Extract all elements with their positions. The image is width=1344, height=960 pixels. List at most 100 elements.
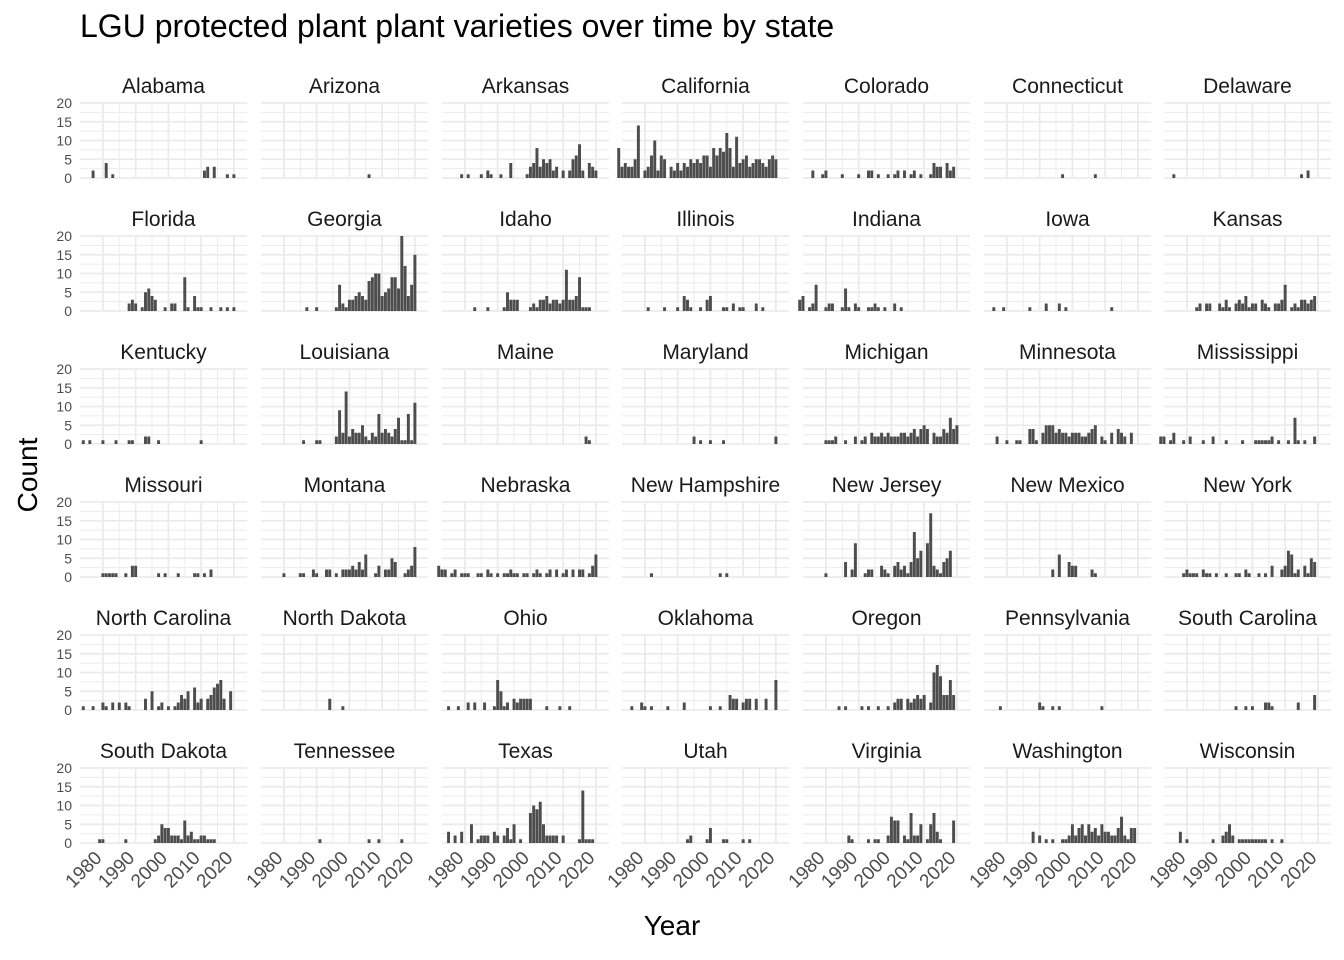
bar [705,155,709,178]
bar [1097,835,1101,843]
bar [502,307,506,311]
bar [344,569,348,577]
bar [857,174,861,178]
y-tick-label: 5 [64,151,72,167]
y-tick-label: 5 [64,284,72,300]
bar [555,569,559,577]
bar [338,284,342,311]
bar [1061,839,1065,843]
y-tick-label: 0 [64,436,72,452]
bar [581,170,585,178]
bar [909,174,913,178]
bar [689,835,693,843]
bar [1064,307,1068,311]
bar [643,170,647,178]
facet-panel: Missouri 0 5 10 15 20 [56,474,247,585]
bar [1283,565,1287,577]
bar [1234,303,1238,311]
bar [906,573,910,577]
bar [298,573,302,577]
bar [548,303,552,311]
bar [406,569,410,577]
bar [403,266,407,311]
bar [370,432,374,444]
facet-panel: Maryland [622,341,789,445]
bar [1234,706,1238,710]
bar [390,277,394,311]
bar [919,698,923,710]
bar [453,569,457,577]
bar [225,307,229,311]
bar [127,303,131,311]
bar [689,307,693,311]
bar [1110,432,1114,444]
bar [377,565,381,577]
bar [334,307,338,311]
bar [731,698,735,710]
bar [1195,307,1199,311]
bar [1074,835,1078,843]
bar [571,159,575,178]
bar [318,839,322,843]
bar [1116,828,1120,843]
bar [1051,425,1055,444]
bar [1218,303,1222,311]
y-tick-label: 20 [56,95,72,111]
bar [722,440,725,444]
bar [101,440,105,444]
x-tick-label: 1990 [998,848,1043,893]
bar [209,695,213,710]
bar [912,698,916,710]
bar [1211,436,1215,444]
x-tick-label: 2010 [522,848,567,893]
x-tick-label: 1980 [604,848,649,893]
bar [863,436,867,444]
y-tick-label: 0 [64,170,72,186]
bar [718,148,722,178]
bar [649,573,653,577]
bar [903,432,906,444]
bar [502,835,506,843]
bar [512,824,516,843]
bar [209,307,213,311]
bar [196,573,200,577]
bar [1057,554,1061,577]
bar [1051,839,1055,843]
facet-label: New Jersey [832,474,942,497]
bar [344,391,348,444]
facet-label: Virginia [852,740,922,763]
bar [551,170,555,178]
bar [1247,839,1251,843]
bar [193,839,197,843]
bar [506,292,509,311]
bar [545,835,549,843]
bar [1178,831,1182,843]
bar [538,299,542,311]
y-tick-label: 20 [56,228,72,244]
bar [545,706,549,710]
bar [692,436,696,444]
bar [1290,554,1294,577]
bar [899,569,903,577]
bar [663,307,667,311]
bar [939,436,943,444]
x-tick-label: 2020 [1097,848,1142,893]
bar [199,307,203,311]
bar [334,436,338,444]
bar [876,706,880,710]
bar [952,695,956,710]
bar [479,835,483,843]
y-tick-label: 10 [56,532,72,548]
bar [328,698,332,710]
bar [548,159,552,178]
bar [212,839,216,843]
facet-label: Michigan [844,341,928,364]
bar [906,698,910,710]
bar [1247,573,1251,577]
bar [397,288,401,311]
bar [744,155,748,178]
bar [1283,284,1287,311]
bar [130,440,134,444]
